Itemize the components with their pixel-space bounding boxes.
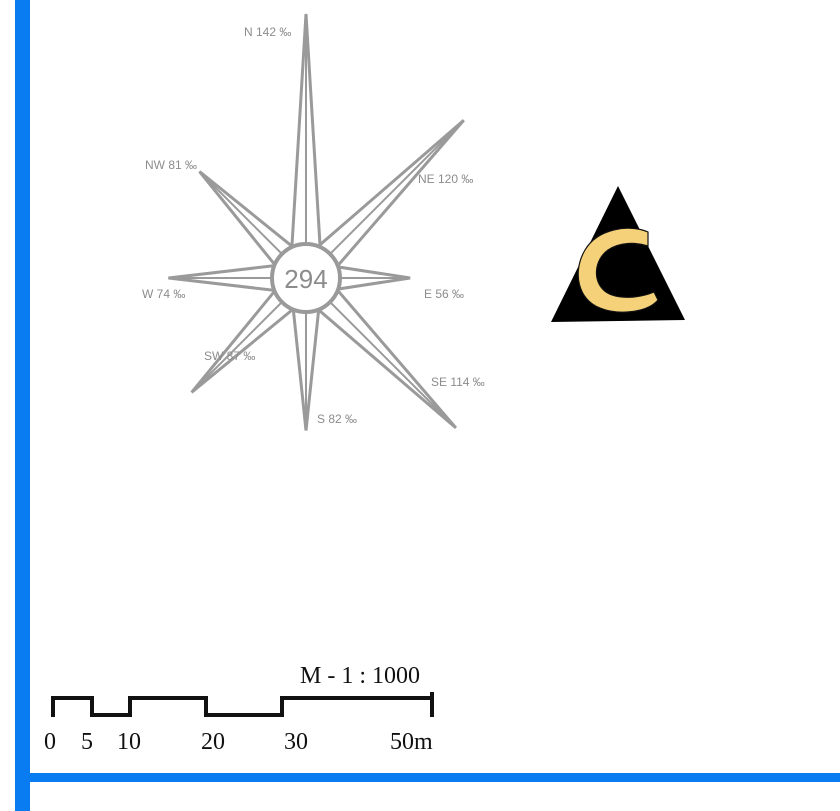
label-nw: NW 81 ‰ [145,158,197,172]
scale-tick-50m: 50m [390,729,433,755]
scale-tick-30: 30 [284,729,308,755]
scale-tick-5: 5 [81,729,93,755]
scale-bar: M - 1 : 1000 0 5 10 20 30 50m [44,663,434,755]
label-ne: NE 120 ‰ [418,172,473,186]
wind-rose-center-count: 294 [284,264,327,294]
scale-title: M - 1 : 1000 [300,663,420,689]
label-sw: SW 87 ‰ [204,349,255,363]
label-e: E 56 ‰ [424,287,464,301]
rose-arm-axis-ne [305,119,465,279]
frame-bottom-border [15,773,840,782]
c-in-triangle-logo [551,186,685,322]
label-n: N 142 ‰ [244,25,291,39]
scale-tick-20: 20 [201,729,225,755]
wind-rose-arms [168,13,465,431]
label-w: W 74 ‰ [142,287,185,301]
wind-rose: 294 N 142 ‰ NE 120 ‰ E 56 ‰ SE 114 ‰ S 8… [142,13,485,431]
label-se: SE 114 ‰ [431,375,485,389]
scale-line [51,696,434,717]
scale-tick-10: 10 [117,729,141,755]
scale-tick-0: 0 [44,729,56,755]
wind-rose-center-circle [270,242,342,314]
frame-left-border [15,0,30,811]
label-s: S 82 ‰ [317,412,357,426]
